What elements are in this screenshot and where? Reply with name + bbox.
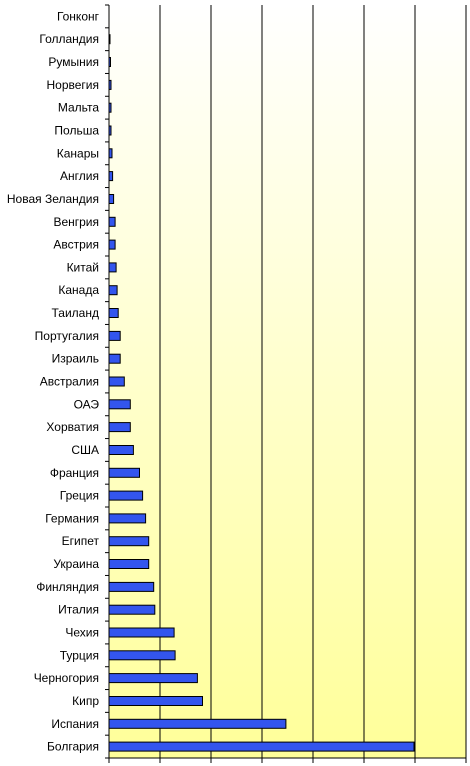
bar-28 [108,650,176,661]
category-label-19: США [71,443,99,457]
bar-20 [108,467,140,478]
bar-25 [108,581,155,592]
category-label-21: Греция [60,489,99,503]
bar-30 [108,696,203,706]
bar-24 [108,559,150,569]
category-label-14: Португалия [35,329,99,343]
bar-32 [108,741,415,752]
category-label-16: Австралия [40,375,99,389]
bar-23 [108,536,150,547]
category-label-13: Таиланд [52,306,99,320]
bar-12 [108,285,118,296]
category-label-23: Египет [62,534,100,548]
category-label-31: Испания [51,717,99,731]
category-label-7: Англия [60,169,99,183]
category-label-29: Черногория [34,671,99,685]
bar-7 [108,171,114,182]
category-label-4: Мальта [58,101,99,115]
category-label-15: Израиль [52,352,99,366]
bar-19 [108,445,134,455]
category-label-28: Турция [60,648,99,662]
bar-22 [108,513,147,524]
plot-area [109,5,466,758]
bar-31 [108,718,287,729]
bars [108,34,415,752]
bar-21 [108,490,144,501]
category-label-1: Голландия [39,32,99,46]
bar-17 [108,399,131,410]
bar-8 [108,194,115,204]
category-label-32: Болгария [47,740,99,754]
category-labels: Гонконг Голландия Румыния Норвегия Мальта Пол… [7,9,100,753]
axes [105,4,467,763]
category-label-10: Австрия [53,238,99,252]
category-label-0: Гонконг [57,9,100,23]
category-label-8: Новая Зеландия [7,192,99,206]
bar-13 [108,308,119,318]
category-label-11: Китай [67,260,99,274]
bar-27 [108,627,175,638]
bar-18 [108,422,131,433]
category-label-17: ОАЭ [74,397,100,411]
category-label-20: Франция [50,466,99,480]
bar-26 [108,604,156,615]
gridlines [159,5,467,758]
category-label-12: Канада [58,283,99,297]
category-label-2: Румыния [48,55,99,69]
category-label-24: Украина [53,557,99,571]
bar-16 [108,376,125,387]
category-label-30: Кипр [72,694,99,708]
category-label-26: Италия [58,603,99,617]
category-label-5: Польша [54,124,99,138]
bar-10 [108,239,116,250]
category-label-18: Хорватия [46,420,99,434]
category-label-6: Канары [57,146,99,160]
bar-14 [108,330,121,341]
bar-9 [108,216,116,227]
bar-29 [108,673,198,684]
category-label-25: Финляндия [36,580,99,594]
bar-15 [108,353,121,364]
category-label-9: Венгрия [53,215,99,229]
bar-11 [108,262,117,273]
category-label-3: Норвегия [46,78,99,92]
category-label-22: Германия [45,511,99,525]
category-label-27: Чехия [65,626,99,640]
